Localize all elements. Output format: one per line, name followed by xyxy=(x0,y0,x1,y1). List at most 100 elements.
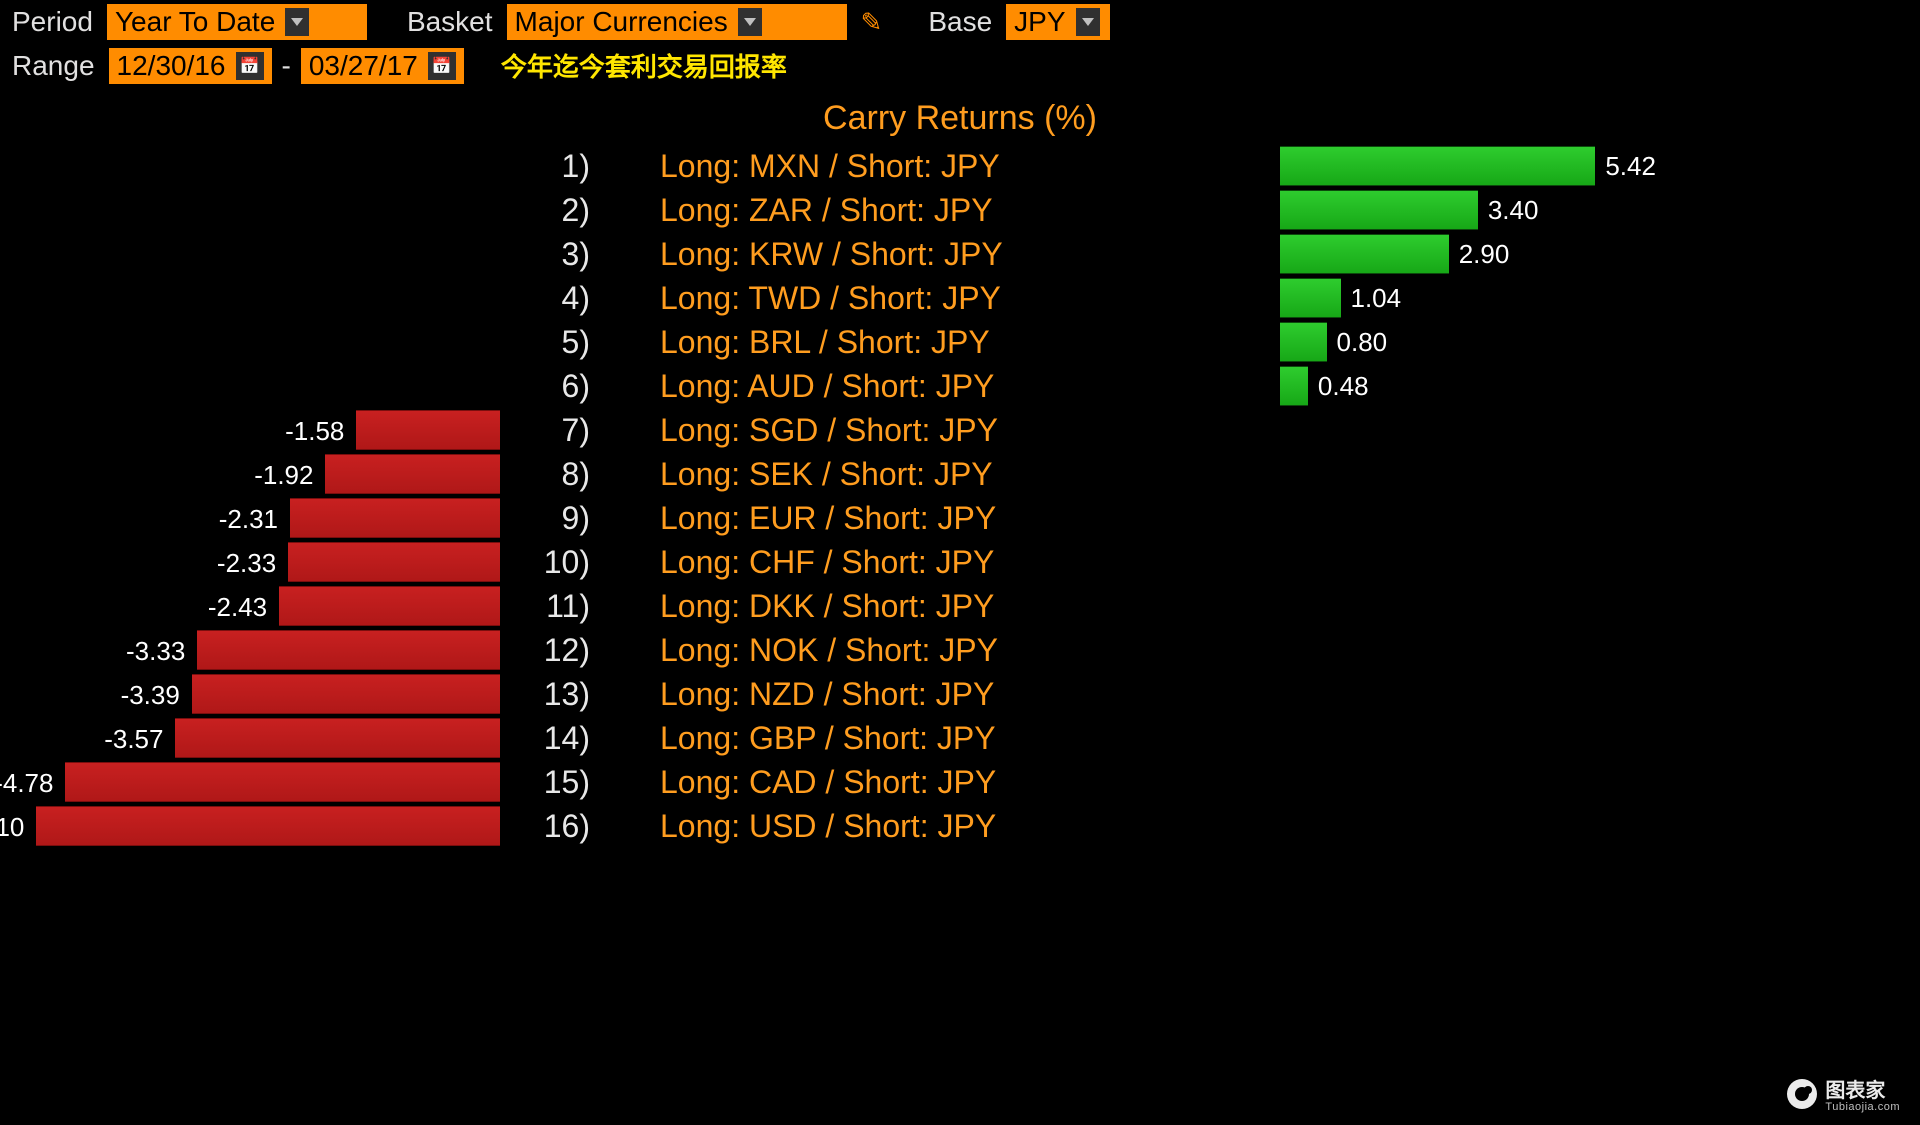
negative-bar xyxy=(175,718,500,758)
base-label: Base xyxy=(922,4,998,40)
basket-select[interactable]: Major Currencies xyxy=(507,4,847,40)
negative-bar-zone: -2.33 xyxy=(0,540,500,584)
chart-row[interactable]: 1)Long: MXN / Short: JPY5.42 xyxy=(0,144,1920,188)
negative-bar xyxy=(325,454,500,494)
base-value: JPY xyxy=(1014,6,1065,38)
row-pair: Long: DKK / Short: JPY xyxy=(660,588,994,625)
row-value: -2.33 xyxy=(217,548,276,579)
watermark-text: 图表家 xyxy=(1825,1080,1885,1102)
positive-bar-zone: 3.40 xyxy=(1280,188,1920,232)
row-value: 2.90 xyxy=(1459,239,1510,270)
controls-row-1: Period Year To Date Basket Major Currenc… xyxy=(6,4,1914,40)
negative-bar-zone: -3.33 xyxy=(0,628,500,672)
chart-row[interactable]: 9)Long: EUR / Short: JPY-2.31 xyxy=(0,496,1920,540)
negative-bar xyxy=(288,542,500,582)
note-box: 今年迄今套利交易回报率 xyxy=(490,44,798,87)
positive-bar xyxy=(1280,322,1327,362)
chart-row[interactable]: 5) Long: BRL / Short: JPY 0.80 xyxy=(0,320,1920,364)
positive-bar-zone: 2.90 xyxy=(1280,232,1920,276)
row-value: -1.58 xyxy=(285,416,344,447)
chevron-down-icon xyxy=(1076,8,1100,36)
positive-bar xyxy=(1280,190,1478,230)
row-rank: 12) xyxy=(520,632,590,669)
date-dash: - xyxy=(280,50,293,82)
chart-row[interactable]: 14) Long: GBP / Short: JPY -3.57 xyxy=(0,716,1920,760)
row-pair: Long: CHF / Short: JPY xyxy=(660,544,994,581)
row-value: -2.31 xyxy=(219,504,278,535)
controls-panel: Period Year To Date Basket Major Currenc… xyxy=(0,0,1920,91)
row-pair: Long: AUD / Short: JPY xyxy=(660,368,994,405)
pencil-icon[interactable]: ✎ xyxy=(855,7,889,38)
controls-row-2: Range 12/30/16 📅 - 03/27/17 📅 今年迄今套利交易回报… xyxy=(6,44,1914,87)
row-rank: 14) xyxy=(520,720,590,757)
negative-bar xyxy=(192,674,500,714)
row-rank: 13) xyxy=(520,676,590,713)
date-from-value: 12/30/16 xyxy=(117,50,226,82)
date-to-input[interactable]: 03/27/17 📅 xyxy=(301,48,464,84)
positive-bar xyxy=(1280,278,1341,318)
negative-bar xyxy=(197,630,500,670)
negative-bar-zone: -3.39 xyxy=(0,672,500,716)
chart-row[interactable]: 2)Long: ZAR / Short: JPY3.40 xyxy=(0,188,1920,232)
row-pair: Long: NOK / Short: JPY xyxy=(660,632,998,669)
row-value: -3.33 xyxy=(126,636,185,667)
row-value: -2.43 xyxy=(208,592,267,623)
chart-row[interactable]: 13) Long: NZD / Short: JPY -3.39 xyxy=(0,672,1920,716)
calendar-icon[interactable]: 📅 xyxy=(428,52,456,80)
row-value: -5.10 xyxy=(0,812,24,843)
watermark-sub: Tubiaojia.com xyxy=(1825,1101,1900,1113)
row-pair: Long: SEK / Short: JPY xyxy=(660,456,993,493)
row-pair: Long: NZD / Short: JPY xyxy=(660,676,994,713)
row-pair: Long: USD / Short: JPY xyxy=(660,808,996,845)
row-pair: Long: CAD / Short: JPY xyxy=(660,764,996,801)
chart-row[interactable]: 15) Long: CAD / Short: JPY -4.78 xyxy=(0,760,1920,804)
positive-bar-zone: 0.48 xyxy=(1280,364,1920,408)
negative-bar-zone: -4.78 xyxy=(0,760,500,804)
basket-value: Major Currencies xyxy=(515,6,728,38)
chart-row[interactable]: 3)Long: KRW / Short: JPY2.90 xyxy=(0,232,1920,276)
positive-bar-zone: 1.04 xyxy=(1280,276,1920,320)
row-pair: Long: ZAR / Short: JPY xyxy=(660,192,993,229)
date-from-input[interactable]: 12/30/16 📅 xyxy=(109,48,272,84)
chart-row[interactable]: 8)Long: SEK / Short: JPY-1.92 xyxy=(0,452,1920,496)
positive-bar-zone: 0.80 xyxy=(1280,320,1920,364)
positive-bar xyxy=(1280,146,1595,186)
row-value: 1.04 xyxy=(1351,283,1402,314)
chart-row[interactable]: 4)Long: TWD / Short: JPY1.04 xyxy=(0,276,1920,320)
negative-bar-zone: -1.92 xyxy=(0,452,500,496)
row-pair: Long: BRL / Short: JPY xyxy=(660,324,990,361)
negative-bar-zone: -2.31 xyxy=(0,496,500,540)
period-select[interactable]: Year To Date xyxy=(107,4,367,40)
chart-row[interactable]: 7) Long: SGD / Short: JPY -1.58 xyxy=(0,408,1920,452)
row-rank: 5) xyxy=(520,324,590,361)
positive-bar-zone: 5.42 xyxy=(1280,144,1920,188)
chart-row[interactable]: 16)Long: USD / Short: JPY-5.10 xyxy=(0,804,1920,848)
row-rank: 6) xyxy=(520,368,590,405)
row-rank: 7) xyxy=(520,412,590,449)
calendar-icon[interactable]: 📅 xyxy=(236,52,264,80)
row-value: 0.80 xyxy=(1337,327,1388,358)
row-pair: Long: SGD / Short: JPY xyxy=(660,412,998,449)
chart-row[interactable]: 10)Long: CHF / Short: JPY-2.33 xyxy=(0,540,1920,584)
chart-row[interactable]: 6) Long: AUD / Short: JPY 0.48 xyxy=(0,364,1920,408)
row-value: -3.57 xyxy=(104,724,163,755)
negative-bar xyxy=(279,586,500,626)
negative-bar xyxy=(36,806,500,846)
row-rank: 11) xyxy=(520,588,590,625)
row-value: 5.42 xyxy=(1605,151,1656,182)
row-pair: Long: GBP / Short: JPY xyxy=(660,720,996,757)
row-rank: 4) xyxy=(520,280,590,317)
base-select[interactable]: JPY xyxy=(1006,4,1109,40)
chart-row[interactable]: 12) Long: NOK / Short: JPY -3.33 xyxy=(0,628,1920,672)
negative-bar-zone: -1.58 xyxy=(0,408,500,452)
positive-bar xyxy=(1280,366,1308,406)
chart-title: Carry Returns (%) xyxy=(0,99,1920,138)
positive-bar xyxy=(1280,234,1449,274)
basket-label: Basket xyxy=(401,4,499,40)
chart-row[interactable]: 11) Long: DKK / Short: JPY -2.43 xyxy=(0,584,1920,628)
range-label: Range xyxy=(6,48,101,84)
watermark-logo-icon xyxy=(1787,1079,1817,1109)
negative-bar-zone: -2.43 xyxy=(0,584,500,628)
row-value: -3.39 xyxy=(121,680,180,711)
row-rank: 15) xyxy=(520,764,590,801)
